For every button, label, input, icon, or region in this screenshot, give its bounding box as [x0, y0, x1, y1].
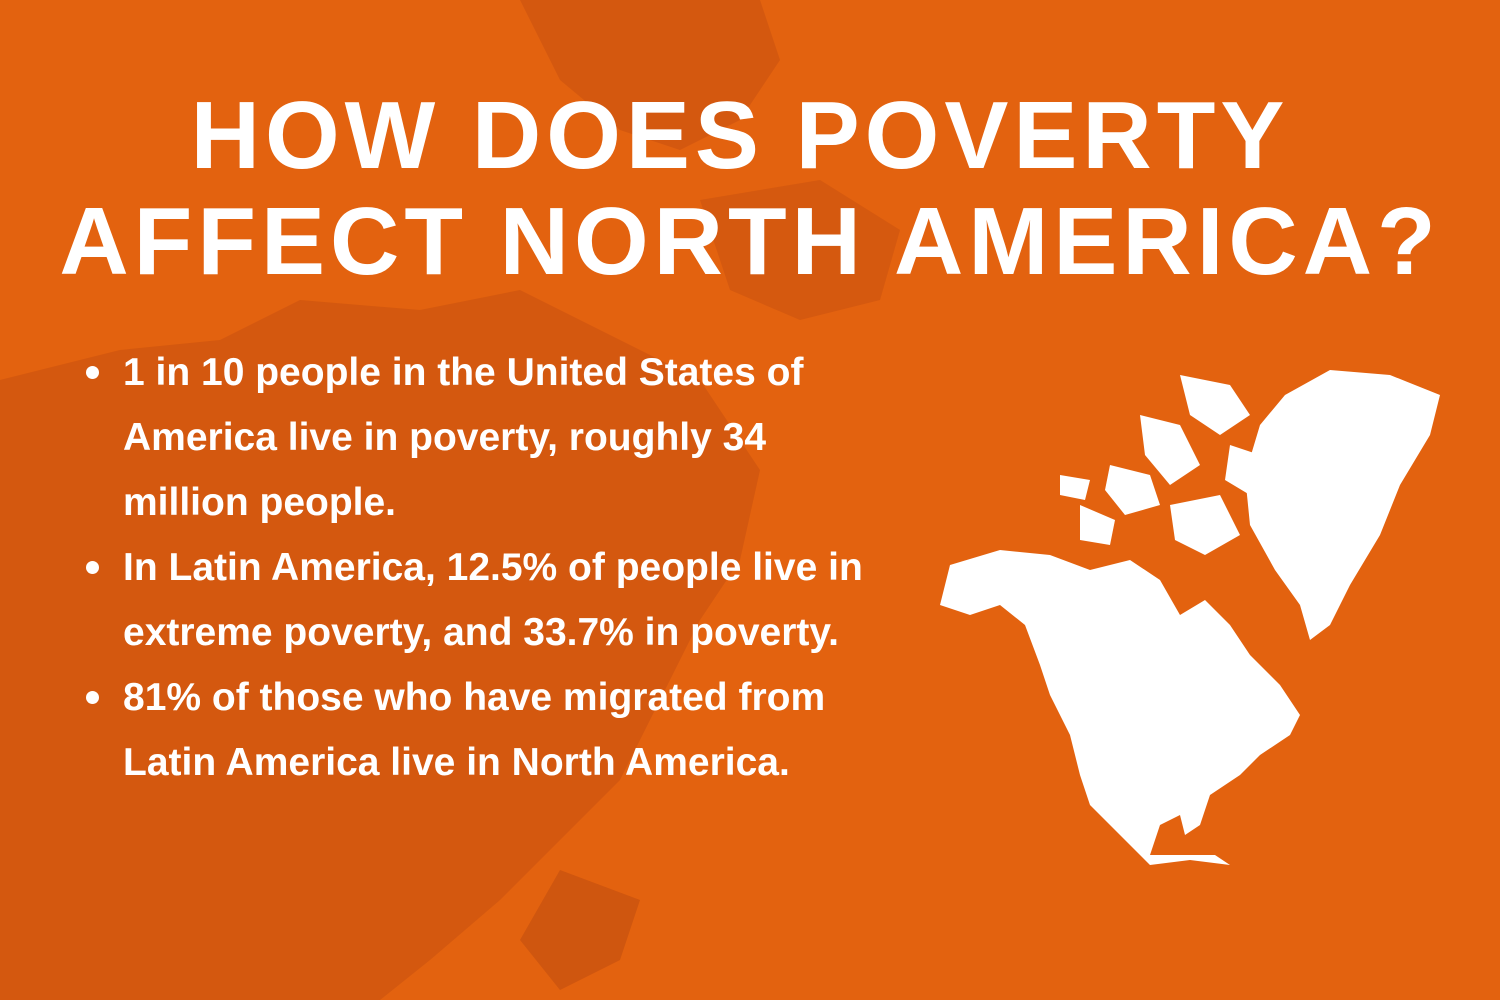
bullet-icon: [86, 561, 99, 574]
fact-item: 81% of those who have migrated from Lati…: [80, 665, 880, 795]
fact-text: 1 in 10 people in the United States of A…: [123, 351, 804, 524]
bullet-icon: [86, 691, 99, 704]
fact-text: 81% of those who have migrated from Lati…: [123, 676, 826, 784]
title-line-1: HOW DOES POVERTY: [190, 82, 1290, 189]
fact-item: 1 in 10 people in the United States of A…: [80, 340, 880, 535]
fact-list: 1 in 10 people in the United States of A…: [80, 340, 880, 795]
title-line-2: AFFECT NORTH AMERICA?: [59, 188, 1441, 295]
fact-item: In Latin America, 12.5% of people live i…: [80, 535, 880, 665]
north-america-map-icon: [940, 370, 1440, 865]
bullet-icon: [86, 366, 99, 379]
fact-text: In Latin America, 12.5% of people live i…: [123, 546, 863, 654]
